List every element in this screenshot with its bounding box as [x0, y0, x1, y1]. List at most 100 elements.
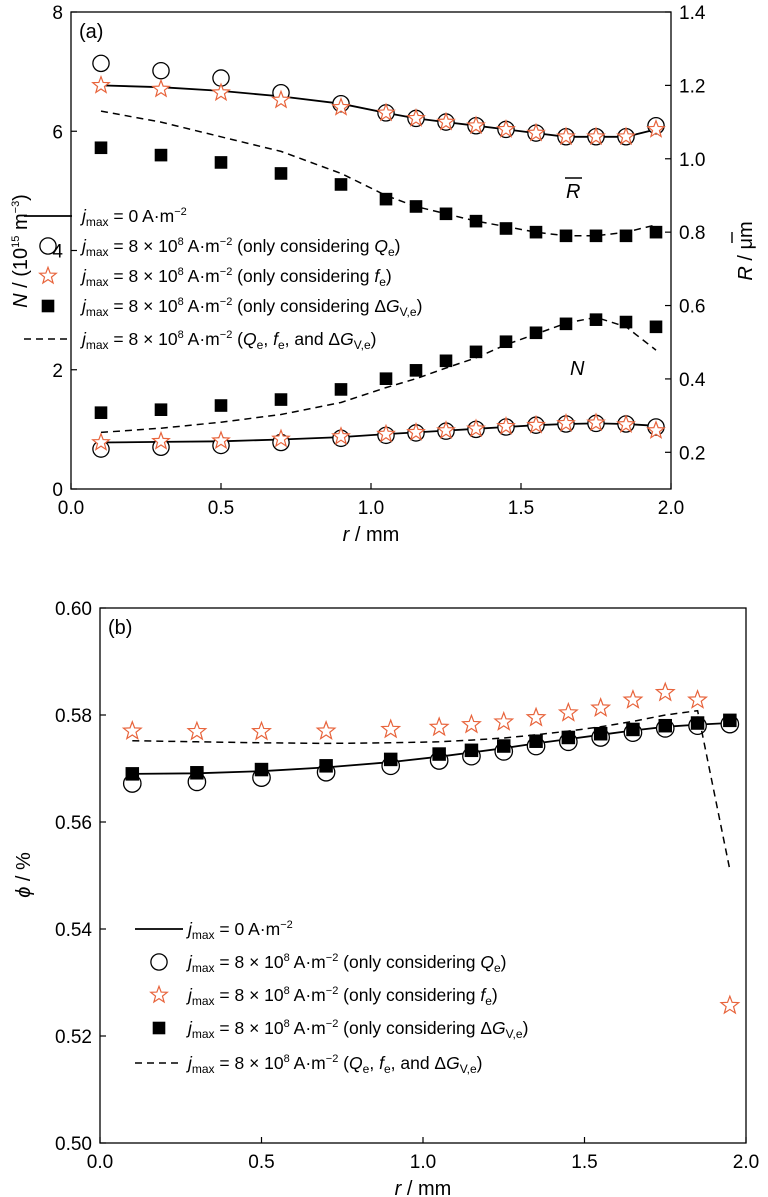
data-point-square: [439, 354, 453, 368]
data-point-star: [556, 126, 576, 146]
data-point-square: [154, 403, 168, 416]
legend-label: jmax = 8 × 108 A·m−2 (only considering Q…: [80, 236, 400, 259]
data-point-star: [376, 423, 396, 443]
data-point-star: [186, 720, 208, 741]
data-point-star: [331, 426, 351, 445]
y-right-tick-label: 1.4: [679, 3, 706, 24]
y-right-tick-label: 1.0: [679, 150, 705, 171]
panel-label: (b): [108, 617, 132, 639]
data-point-square: [254, 762, 269, 777]
series-circle: [92, 414, 665, 458]
annotation-R: R: [566, 181, 580, 203]
legend-label: jmax = 8 × 108 A·m−2 (only considering f…: [80, 266, 392, 289]
y-tick-label: 0.56: [55, 813, 92, 834]
data-point-square: [214, 399, 228, 412]
legend-label: jmax = 0 A·m−2: [80, 206, 187, 229]
data-point-star: [616, 414, 636, 434]
x-tick-label: 0.5: [248, 1152, 274, 1173]
data-point-star: [315, 720, 337, 740]
series-dashed: [100, 316, 657, 434]
data-point-square: [190, 766, 204, 780]
series-star: [91, 412, 666, 451]
x-tick-label: 0.5: [208, 498, 234, 519]
data-point-star: [271, 428, 291, 448]
data-point-square: [334, 178, 348, 191]
x-axis-label: r / mm: [343, 524, 400, 546]
data-point-square: [626, 722, 640, 737]
x-axis-label: r / mm: [395, 1178, 452, 1197]
x-tick-label: 1.0: [410, 1152, 436, 1173]
data-point-star: [496, 119, 516, 138]
data-point-square: [274, 167, 288, 180]
series-square: [94, 313, 663, 419]
data-point-star: [406, 421, 426, 441]
data-point-star: [460, 713, 482, 734]
data-point-square: [214, 156, 228, 169]
y-right-tick-label: 0.8: [679, 223, 705, 244]
legend: jmax = 0 A·m−2 jmax = 8 × 108 A·m−2 (only…: [135, 919, 528, 1076]
data-point-circle: [152, 61, 170, 80]
data-point-square: [499, 335, 513, 349]
data-point-star: [493, 710, 515, 731]
data-point-star: [466, 115, 486, 135]
data-point-square: [529, 326, 543, 340]
series-line-dashed: [132, 709, 731, 871]
x-tick-label: 1.5: [571, 1152, 597, 1173]
legend-label: jmax = 0 A·m−2: [186, 919, 293, 942]
data-point-star: [654, 681, 676, 702]
data-point-star: [525, 706, 547, 727]
legend-marker-circle: [39, 237, 57, 255]
legend-label: jmax = 8 × 108 A·m−2 (Qe, fe, and ΔGV,e): [80, 329, 376, 352]
data-point-star: [91, 74, 111, 94]
data-point-square: [94, 141, 108, 155]
legend-label: jmax = 8 × 108 A·m−2 (only considering f…: [186, 985, 498, 1008]
x-tick-label: 0.0: [58, 498, 84, 519]
data-point-square: [319, 759, 333, 773]
y-axis-label-left: N / (1015 m−3): [10, 194, 32, 308]
data-point-square: [432, 747, 446, 761]
series-circle: [92, 54, 665, 146]
data-point-star: [496, 415, 516, 435]
data-point-star: [436, 420, 456, 439]
series-star: [121, 681, 741, 1015]
data-point-star: [646, 119, 666, 138]
y-right-tick-label: 0.2: [679, 443, 705, 464]
y-tick-label: 6: [52, 122, 63, 143]
data-point-star: [376, 102, 396, 122]
data-point-star: [687, 689, 709, 709]
y-right-tick-label: 1.2: [679, 76, 705, 97]
data-point-star: [121, 720, 143, 740]
data-point-square: [383, 752, 398, 767]
x-tick-label: 2.0: [733, 1152, 759, 1173]
data-point-square: [529, 734, 543, 748]
data-point-star: [406, 108, 426, 127]
data-point-star: [622, 689, 644, 709]
legend-marker-star: [38, 265, 58, 285]
series-line-dashed: [100, 316, 657, 434]
data-point-star: [556, 413, 576, 432]
legend-label: jmax = 8 × 108 A·m−2 (Qe, fe, and ΔGV,e): [186, 1053, 482, 1076]
data-point-square: [619, 229, 633, 243]
y-tick-label: 0.52: [55, 1027, 92, 1048]
data-point-star: [211, 430, 231, 450]
data-point-square: [274, 393, 288, 406]
data-point-star: [616, 126, 636, 146]
chart-panel: 0.0 0.5 1.0 1.5 2.0 r / mm 0 2 4 6 8 0.2 0.4 0.6 0.8 1.…: [10, 3, 757, 546]
data-point-square: [469, 345, 483, 359]
data-point-square: [658, 718, 672, 733]
legend-marker-star: [149, 984, 169, 1004]
panel-label: (a): [79, 21, 103, 43]
legend-marker-circle: [150, 953, 168, 971]
data-point-star: [557, 701, 579, 722]
data-point-square: [690, 716, 705, 730]
data-point-circle: [92, 54, 110, 73]
data-point-star: [331, 97, 351, 116]
data-point-star: [436, 111, 456, 131]
y-tick-label: 0.60: [55, 599, 92, 620]
x-tick-label: 0.0: [87, 1152, 113, 1173]
y-tick-label: 2: [52, 361, 63, 382]
y-tick-label: 8: [52, 3, 63, 24]
x-tick-label: 1.5: [508, 498, 534, 519]
data-point-star: [151, 78, 171, 98]
